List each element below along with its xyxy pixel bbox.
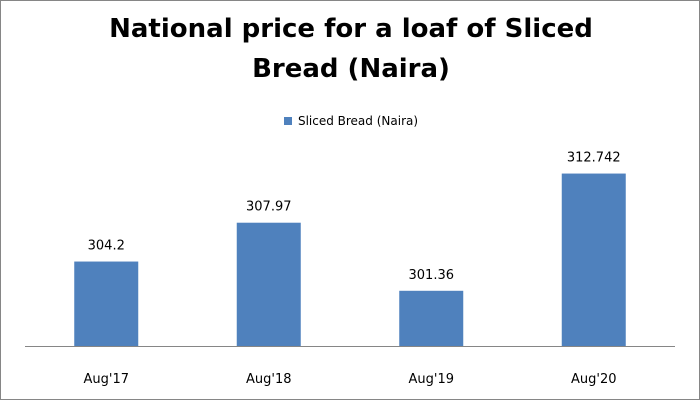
legend-label: Sliced Bread (Naira): [297, 114, 419, 128]
data-label-2: 301.36: [409, 268, 455, 283]
chart-title: National price for a loaf of Sliced Brea…: [51, 9, 651, 89]
bars-layer: 304.2 307.97 301.36 312.742: [74, 151, 626, 346]
chart-title-line-2: Bread (Naira): [252, 54, 450, 84]
x-tick-label-2: Aug'19: [409, 372, 455, 387]
bar-3: [561, 173, 626, 346]
bar-0: [74, 261, 139, 346]
x-tick-label-1: Aug'18: [246, 372, 292, 387]
legend-swatch: [283, 117, 292, 125]
x-tick-label-0: Aug'17: [84, 372, 130, 387]
bar-2: [399, 290, 464, 346]
x-tick-label-3: Aug'20: [571, 372, 617, 387]
legend: Sliced Bread (Naira): [1, 114, 700, 128]
chart-title-line-1: National price for a loaf of Sliced: [109, 14, 593, 44]
tick-labels-layer: Aug'17 Aug'18 Aug'19 Aug'20: [84, 372, 617, 387]
data-label-1: 307.97: [246, 200, 292, 215]
data-label-0: 304.2: [88, 239, 125, 254]
data-label-3: 312.742: [567, 151, 621, 166]
bar-1: [236, 222, 301, 346]
